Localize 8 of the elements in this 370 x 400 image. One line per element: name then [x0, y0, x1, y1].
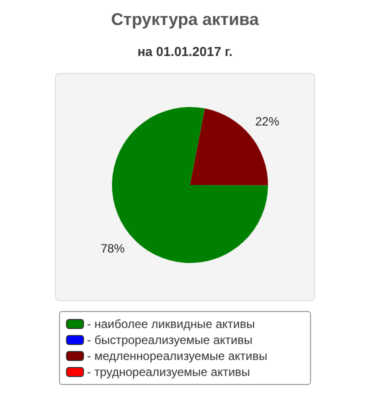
legend-label: - медленнореализуемые активы	[87, 348, 268, 364]
data-label: 22%	[255, 114, 280, 129]
legend-label: - наиболее ликвидные активы	[87, 316, 255, 332]
chart-subtitle: на 01.01.2017 г.	[136, 44, 234, 59]
legend-label: - быстрореализуемые активы	[87, 332, 252, 348]
chart-title: Структура актива	[110, 10, 260, 30]
data-label: 78%	[100, 241, 126, 256]
legend-label: - труднореализуемые активы	[87, 364, 250, 380]
